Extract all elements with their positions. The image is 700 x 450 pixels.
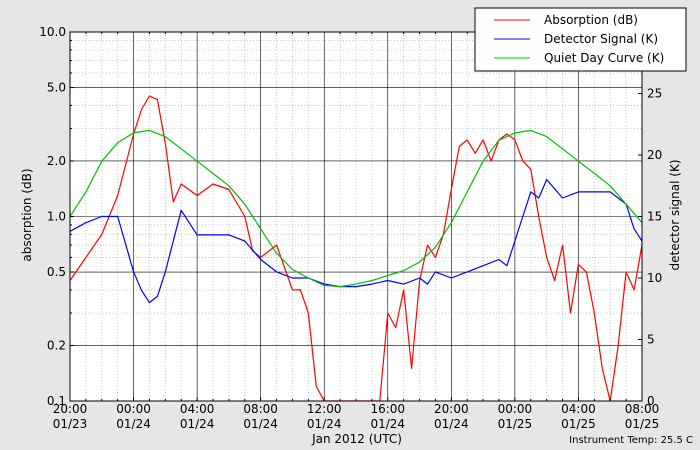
left-tick-label: 5.0 xyxy=(47,81,66,95)
x-tick-label-date: 01/23 xyxy=(53,417,88,431)
absorption-line xyxy=(70,95,642,401)
x-tick-label-date: 01/24 xyxy=(180,417,215,431)
minor-gridlines xyxy=(70,32,642,401)
legend: Absorption (dB) Detector Signal (K) Quie… xyxy=(474,7,687,72)
left-tick-label: 0.2 xyxy=(47,338,66,352)
x-tick-label-date: 01/24 xyxy=(243,417,278,431)
legend-label-absorption: Absorption (dB) xyxy=(544,13,638,27)
quiet-day-curve-line xyxy=(70,129,642,288)
left-tick-label: 10.0 xyxy=(39,25,66,39)
x-tick-label-date: 01/24 xyxy=(116,417,151,431)
x-tick-label-time: 12:00 xyxy=(307,402,342,416)
x-tick-label-date: 01/24 xyxy=(307,417,342,431)
left-axis-label: absorption (dB) xyxy=(20,168,34,261)
legend-label-detector-signal: Detector Signal (K) xyxy=(544,32,658,46)
x-tick-label-time: 04:00 xyxy=(561,402,596,416)
x-tick-label-date: 01/24 xyxy=(434,417,469,431)
right-tick-label: 25 xyxy=(647,87,662,101)
x-tick-label-time: 08:00 xyxy=(625,402,660,416)
instrument-temp-text: Instrument Temp: 25.5 C xyxy=(569,435,693,446)
x-tick-label-time: 00:00 xyxy=(498,402,533,416)
x-tick-label-date: 01/24 xyxy=(370,417,405,431)
x-tick-label-time: 16:00 xyxy=(370,402,405,416)
right-tick-label: 20 xyxy=(647,148,662,162)
left-tick-label: 0.1 xyxy=(47,394,66,408)
right-tick-label: 5 xyxy=(647,333,655,347)
legend-label-quiet-day-curve: Quiet Day Curve (K) xyxy=(544,51,664,65)
right-axis-ticks: 0 5 10 15 20 25 xyxy=(638,87,662,408)
x-tick-label-time: 00:00 xyxy=(116,402,151,416)
left-tick-label: 2.0 xyxy=(47,154,66,168)
x-tick-label-time: 20:00 xyxy=(53,402,88,416)
x-axis-ticks: 20:0001/2300:0001/2404:0001/2408:0001/24… xyxy=(53,32,660,431)
x-tick-label-date: 01/25 xyxy=(561,417,596,431)
x-tick-label-time: 08:00 xyxy=(243,402,278,416)
right-tick-label: 15 xyxy=(647,210,662,224)
x-tick-label-time: 04:00 xyxy=(180,402,215,416)
x-axis-label: Jan 2012 (UTC) xyxy=(311,432,402,446)
left-tick-label: 1.0 xyxy=(47,210,66,224)
x-tick-label-time: 20:00 xyxy=(434,402,469,416)
x-tick-label-date: 01/25 xyxy=(625,417,660,431)
right-axis-label: detector signal (K) xyxy=(668,159,682,270)
left-axis-ticks: 0.1 0.2 0.5 1.0 2.0 5.0 10.0 xyxy=(39,25,74,408)
series-layer xyxy=(70,95,642,401)
detector-signal-line xyxy=(70,179,642,304)
x-tick-label-date: 01/25 xyxy=(498,417,533,431)
major-gridlines xyxy=(69,31,643,402)
right-tick-label: 10 xyxy=(647,271,662,285)
left-tick-label: 0.5 xyxy=(47,265,66,279)
right-tick-label: 0 xyxy=(647,394,655,408)
